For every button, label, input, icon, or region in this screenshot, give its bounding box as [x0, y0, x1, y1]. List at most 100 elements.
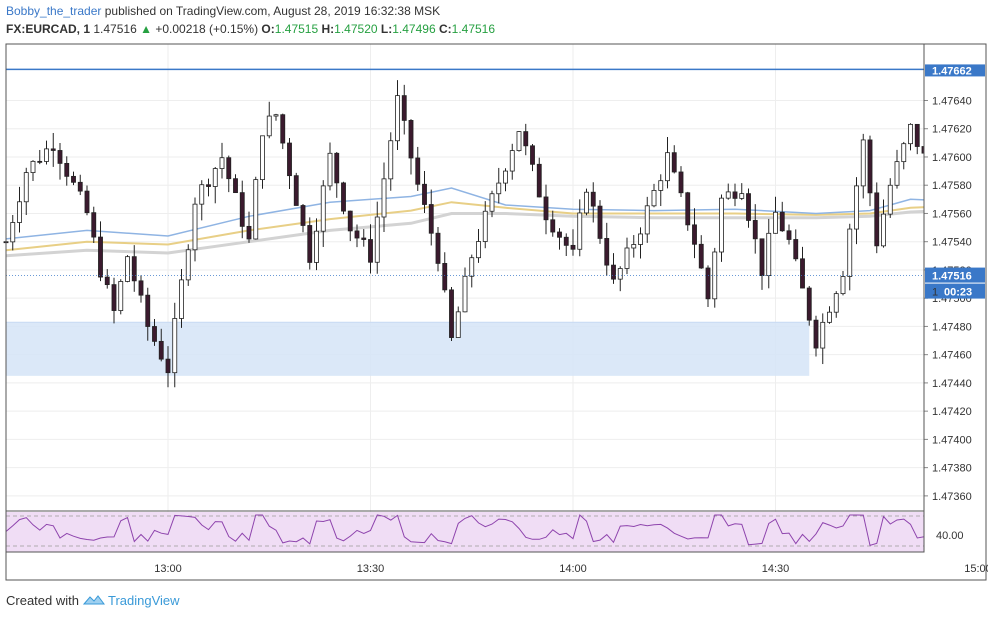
candle-57: [550, 210, 556, 237]
candle-42: [449, 287, 454, 341]
candle-22: [314, 218, 319, 271]
candle-70: [638, 227, 643, 259]
candle-body: [651, 190, 657, 207]
candle-13: [253, 176, 259, 240]
candle-body: [833, 293, 839, 313]
candle-102: [854, 177, 859, 245]
candle-body: [354, 230, 360, 239]
candle-body: [462, 275, 468, 313]
candle-body: [631, 244, 637, 249]
candle-28: [354, 224, 360, 248]
candle-body: [732, 191, 738, 199]
support-zone[interactable]: [6, 322, 810, 376]
close-label: C:: [438, 22, 452, 36]
candle-body: [428, 204, 434, 234]
time-tick-label: 15:00: [964, 563, 988, 575]
price-tick-label: 1.47440: [932, 378, 972, 390]
candle-body: [442, 263, 448, 291]
candle--7: [118, 279, 124, 315]
candle-23: [320, 180, 326, 247]
candle-body: [489, 193, 495, 212]
candle-48: [489, 190, 495, 218]
candle-37: [415, 146, 421, 191]
up-arrow-icon: ▲: [140, 22, 152, 36]
candle--19: [37, 149, 43, 165]
candle-109: [901, 141, 907, 170]
candle-body: [678, 171, 684, 194]
candle-body: [779, 211, 785, 232]
candle-5: [199, 180, 205, 221]
candle--2: [152, 319, 157, 346]
candle-body: [165, 358, 171, 374]
candle-body: [206, 184, 211, 187]
candle-body: [293, 175, 299, 206]
candle-15: [266, 101, 272, 139]
candle-body: [604, 238, 610, 266]
candle-body: [388, 140, 394, 180]
current-price-badge: [925, 267, 985, 283]
candle-85: [739, 183, 745, 201]
candle--18: [44, 140, 49, 165]
candle-36: [408, 119, 414, 175]
candle-body: [570, 244, 576, 250]
candle-body: [158, 340, 164, 360]
candle-110: [908, 123, 913, 151]
price-change: +0.00218 (+0.15%): [155, 22, 259, 36]
candle--13: [77, 174, 83, 196]
candle-body: [91, 212, 97, 238]
candle-body: [233, 178, 238, 194]
candle-96: [813, 315, 819, 357]
candle-body: [199, 184, 205, 205]
candle-11: [239, 180, 245, 239]
candle-body: [476, 241, 481, 259]
candle-body: [658, 180, 664, 191]
candle-body: [226, 157, 232, 180]
candle-108: [894, 149, 900, 189]
candle-body: [908, 123, 913, 145]
candle-64: [597, 200, 603, 244]
candle-59: [563, 233, 569, 257]
candle-body: [125, 256, 130, 282]
candle-body: [401, 95, 407, 121]
time-tick-label: 14:00: [559, 563, 587, 575]
time-tick-label: 13:30: [357, 563, 385, 575]
candle-body: [145, 294, 151, 327]
candle-body: [435, 232, 441, 264]
candle-body: [111, 284, 117, 311]
tradingview-link[interactable]: TradingView: [108, 593, 180, 608]
symbol-line: FX:EURCAD, 1 1.47516 ▲ +0.00218 (+0.15%)…: [6, 22, 495, 36]
grid-lines: [6, 44, 979, 552]
candle-41: [442, 252, 448, 293]
candle-90: [773, 196, 778, 234]
candle-77: [685, 191, 691, 231]
outer-border: [5, 43, 987, 581]
timer-badge: [925, 283, 985, 299]
candle-body: [84, 190, 90, 214]
price-chart[interactable]: 1.47640 1.47620 1.47600 1.47580 1.47560 1.475…: [0, 0, 988, 582]
candle-body: [77, 181, 83, 192]
candle-body: [23, 172, 29, 203]
price-tick-label: 1.47360: [932, 491, 972, 503]
candle-40: [435, 226, 441, 272]
candle-73: [658, 174, 664, 207]
candle-78: [692, 208, 697, 259]
annotation-markers: [6, 68, 924, 276]
candle-body: [300, 205, 306, 226]
candle-body: [624, 247, 630, 269]
author-link[interactable]: Bobby_the_trader: [6, 4, 102, 18]
candle-91: [779, 201, 785, 232]
rsi-level-label: 40.00: [936, 530, 964, 542]
candle-33: [388, 132, 394, 191]
candle-body: [806, 287, 812, 321]
candle-80: [705, 265, 711, 307]
price-tick-label: 1.47460: [932, 350, 972, 362]
candle-body: [17, 201, 22, 223]
candle-12: [246, 211, 252, 243]
candle-7: [212, 167, 218, 204]
close-value: 1.47516: [451, 22, 496, 36]
candle-100: [840, 270, 846, 296]
candle-26: [341, 181, 346, 215]
candle-body: [611, 264, 616, 280]
candle-body: [725, 191, 731, 199]
open-label: O:: [261, 22, 275, 36]
